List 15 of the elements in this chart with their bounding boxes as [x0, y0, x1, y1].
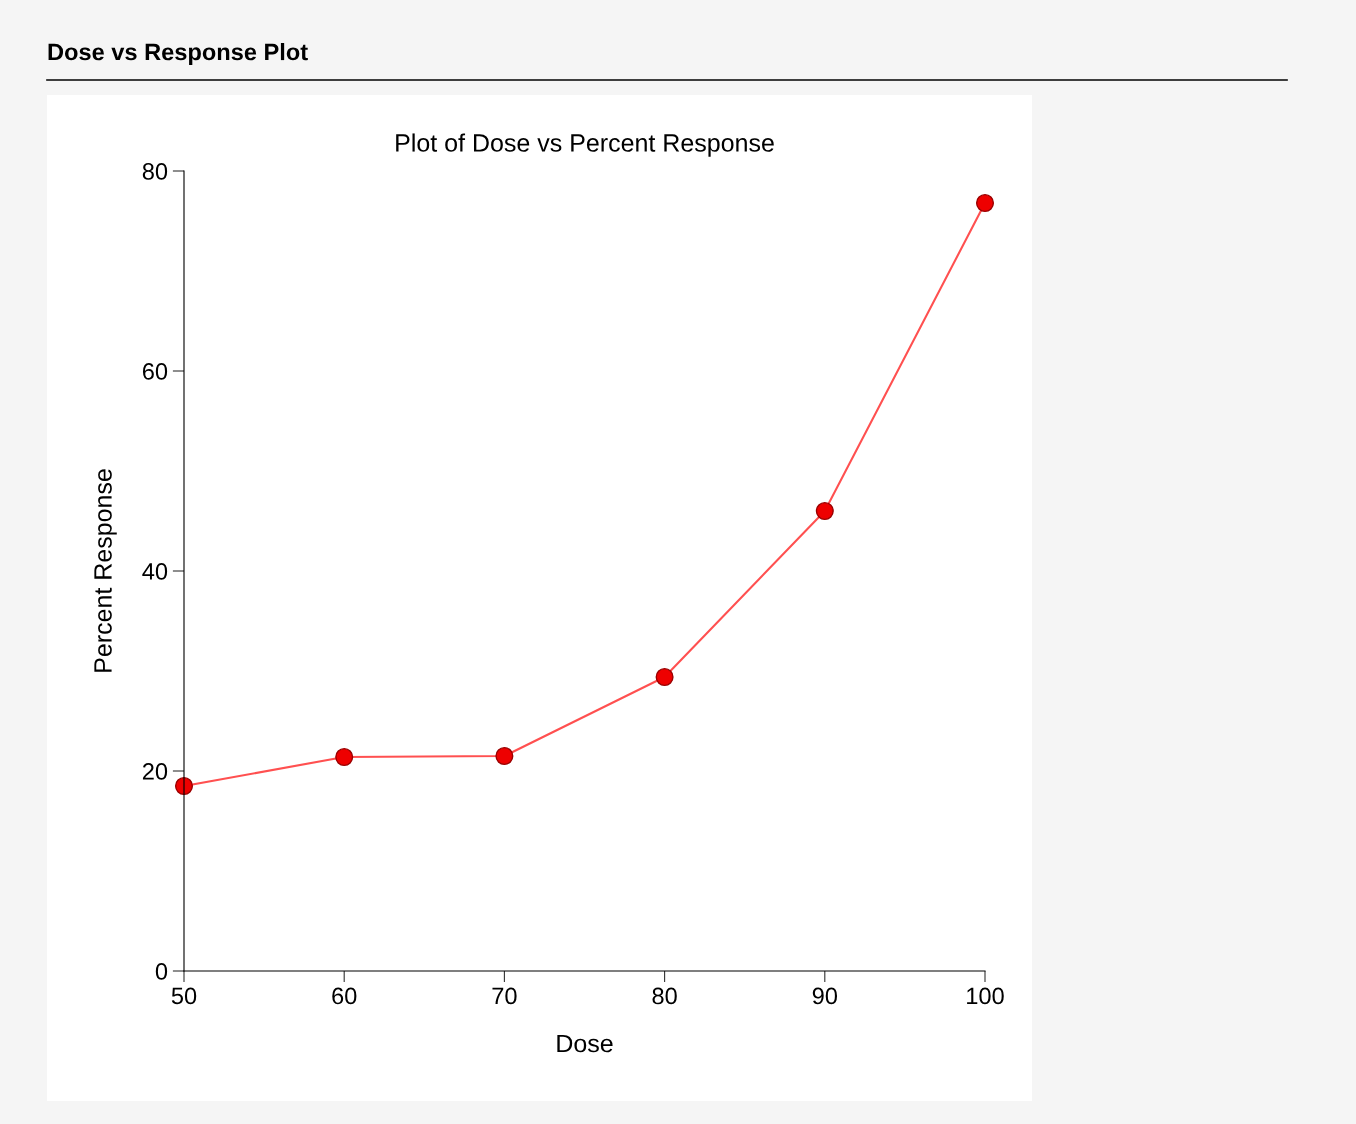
chart-subtitle: Plot of Dose vs Percent Response	[396, 133, 774, 157]
y-tick-label: 0	[155, 963, 168, 980]
x-tick-label: 50	[171, 987, 197, 1005]
x-tick-label: 100	[967, 987, 1004, 1005]
x-tick-label: 80	[652, 987, 677, 1005]
y-axis-title: Percent Response	[94, 469, 117, 672]
y-tick-label: 20	[142, 763, 168, 780]
x-tick-label: 60	[332, 987, 357, 1005]
y-tick-label: 80	[142, 163, 168, 180]
y-tick-label: 40	[142, 563, 168, 580]
x-axis-title: Dose	[557, 1034, 613, 1053]
y-tick-label: 60	[142, 363, 168, 380]
x-tick-label: 90	[812, 987, 838, 1005]
x-tick-label: 70	[492, 987, 517, 1005]
chart-title: Dose vs Response Plot	[48, 43, 308, 65]
